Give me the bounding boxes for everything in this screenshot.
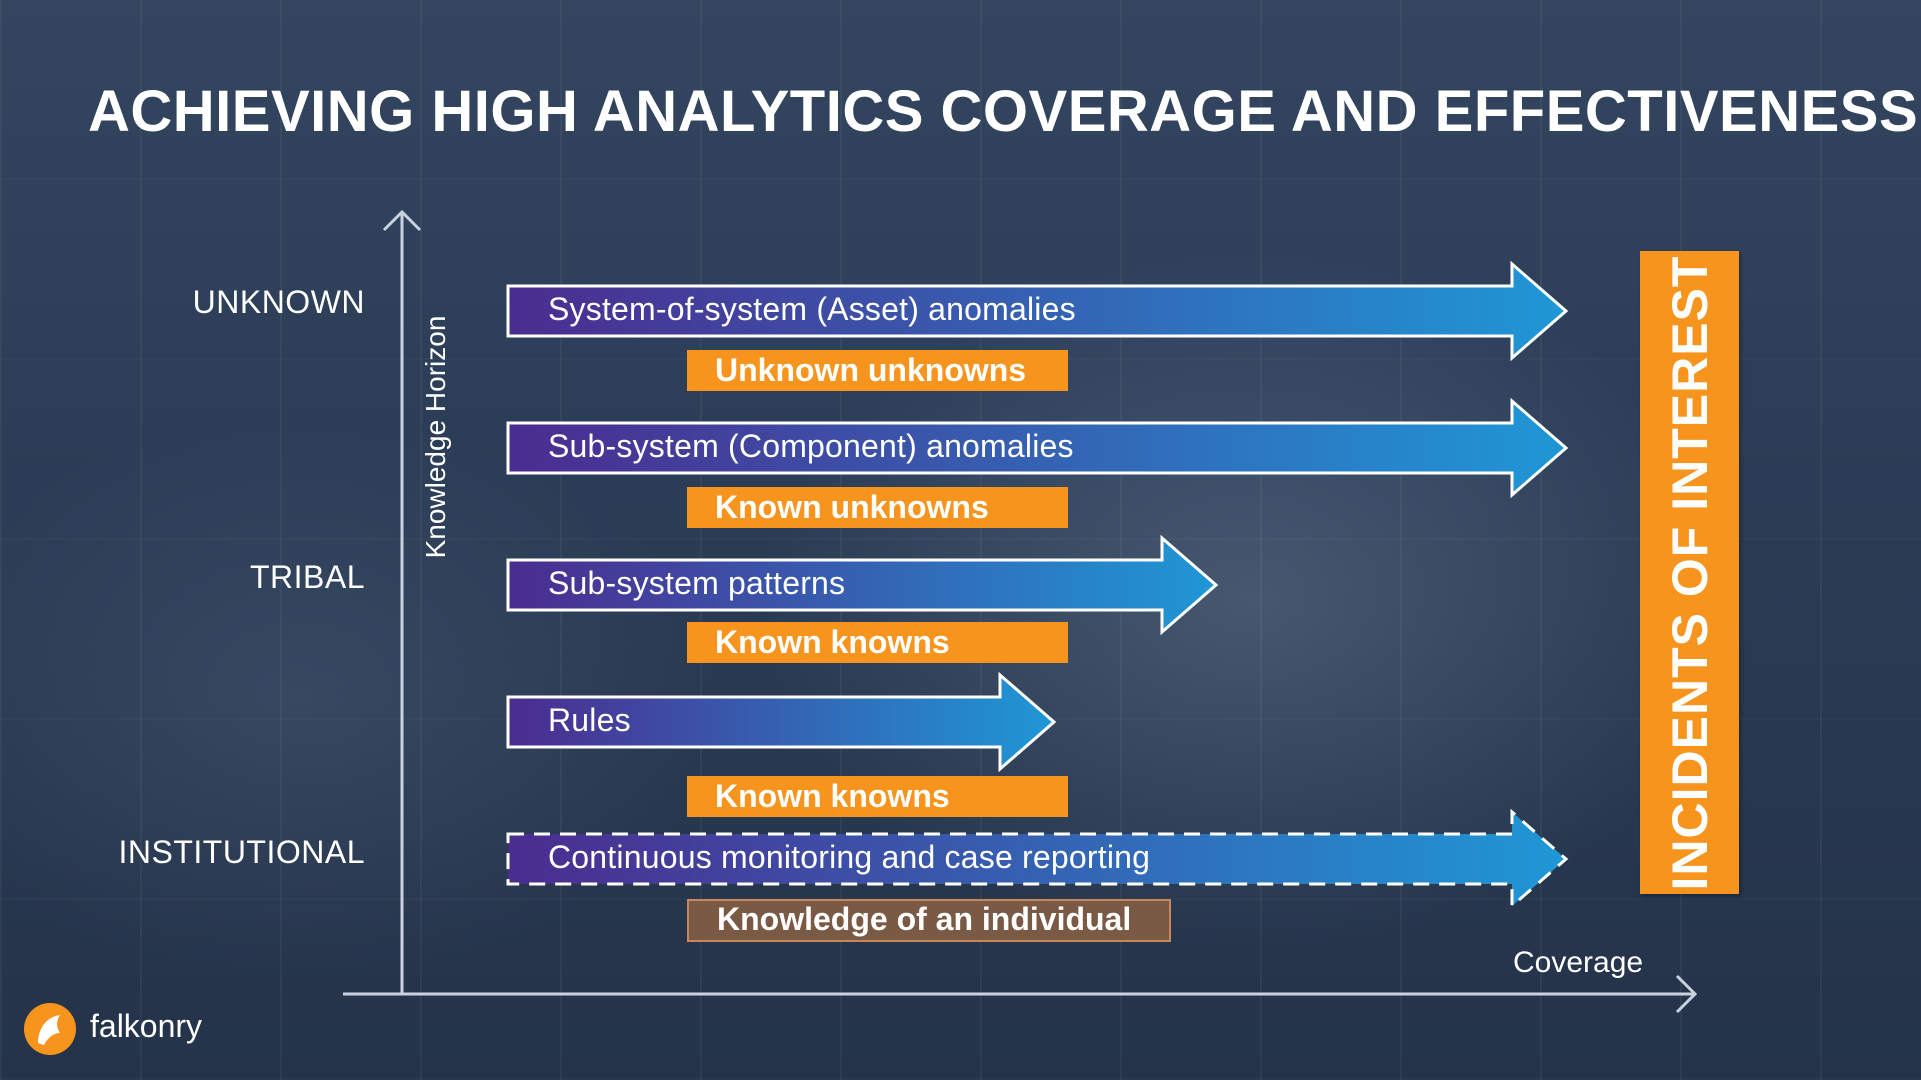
arrow-label-sub-system-patterns: Sub-system patterns xyxy=(548,565,846,601)
falkonry-wordmark: falkonry xyxy=(90,1008,203,1044)
incidents-of-interest-panel: INCIDENTS OF INTEREST xyxy=(1640,251,1739,894)
incidents-of-interest-label: INCIDENTS OF INTEREST xyxy=(1661,255,1718,890)
x-axis-title: Coverage xyxy=(1513,946,1644,979)
arrow-continuous-monitoring xyxy=(506,808,1569,910)
tag-knowledge-of-individual: Knowledge of an individual xyxy=(687,899,1171,942)
tag-known-unknowns: Known unknowns xyxy=(687,487,1068,528)
y-axis xyxy=(382,209,422,994)
arrow-sub-system-component xyxy=(506,397,1569,499)
level-unknown-label: UNKNOWN xyxy=(192,284,365,320)
arrow-label-continuous-monitoring: Continuous monitoring and case reporting xyxy=(548,839,1151,875)
page-title: ACHIEVING HIGH ANALYTICS COVERAGE AND EF… xyxy=(88,79,1919,144)
tag-known-knowns-rules: Known knowns xyxy=(687,776,1068,817)
arrow-sub-system-patterns xyxy=(506,534,1219,636)
arrow-system-of-system xyxy=(506,260,1569,362)
arrow-rules xyxy=(506,671,1057,773)
x-axis xyxy=(343,974,1698,1014)
arrow-label-sub-system-component: Sub-system (Component) anomalies xyxy=(548,428,1074,464)
arrow-label-system-of-system: System-of-system (Asset) anomalies xyxy=(548,291,1076,327)
falkonry-logo-mark xyxy=(24,1003,76,1055)
tag-unknown-unknowns: Unknown unknowns xyxy=(687,350,1068,391)
level-institutional-label: INSTITUTIONAL xyxy=(118,834,365,870)
tag-known-knowns-patterns: Known knowns xyxy=(687,622,1068,663)
level-tribal-label: TRIBAL xyxy=(249,559,365,595)
arrow-label-rules: Rules xyxy=(548,702,631,738)
falcon-icon xyxy=(38,1015,60,1045)
